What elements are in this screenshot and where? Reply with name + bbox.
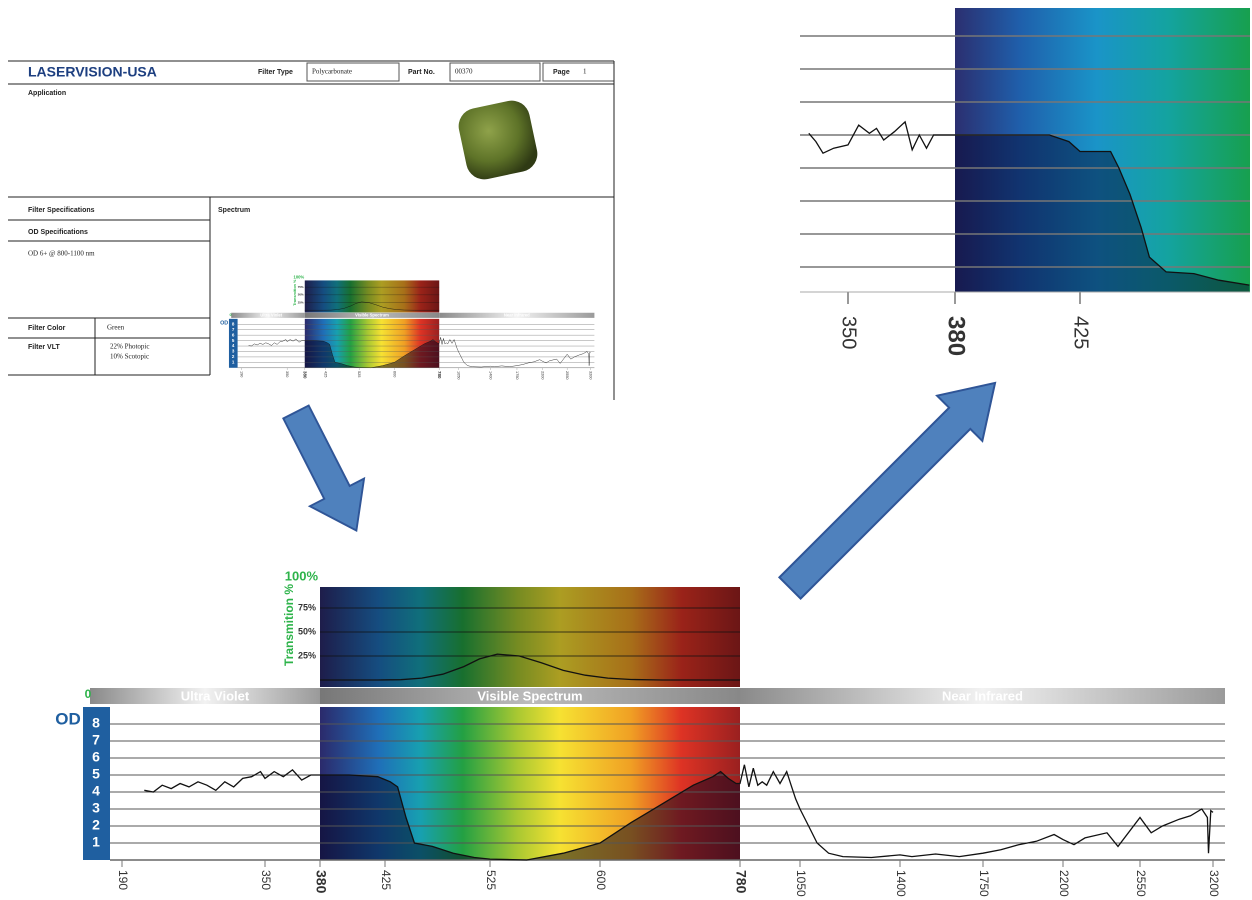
x-tick-label: 1050: [456, 371, 460, 380]
x-tick-label: 2550: [565, 371, 569, 380]
y-tick-label: 0: [229, 313, 231, 317]
spectrum-thumbnail: Ultra Violet Visible Spectrum Near Infrare…: [220, 274, 594, 379]
y-tick-label: 100%: [294, 274, 305, 279]
x-tick-label: 1750: [977, 870, 991, 897]
label: Application: [28, 90, 66, 97]
x-tick-label: 1050: [794, 870, 808, 897]
y-tick-label: 50%: [298, 626, 316, 636]
region-label: Visible Spectrum: [355, 313, 389, 318]
label: OD Specifications: [28, 229, 88, 236]
x-tick-label: 1750: [515, 371, 519, 380]
arrow: [767, 360, 1017, 610]
y-tick-label: 6: [92, 749, 100, 765]
value: OD 6+ @ 800-1100 nm: [28, 250, 95, 258]
y-tick-label: 7: [92, 732, 100, 748]
spec-sheet: LASERVISION-USA Filter Type Polycarbonat…: [8, 61, 614, 400]
x-tick-label: 380: [943, 316, 970, 356]
x-tick-label: 425: [379, 870, 393, 890]
label: Filter Type: [258, 69, 293, 76]
y-tick-label: 0: [85, 687, 92, 701]
y-axis-title: Transmition %: [293, 279, 297, 306]
region-label: Visible Spectrum: [477, 688, 582, 703]
x-tick-label: 2200: [1057, 870, 1071, 897]
y-tick-label: 5: [92, 766, 100, 782]
x-tick-label: 350: [259, 870, 273, 890]
y-tick-label: 75%: [298, 285, 304, 289]
y-tick-label: 100%: [285, 568, 319, 583]
value: 00370: [455, 68, 473, 76]
x-tick-label: 1400: [488, 371, 492, 380]
y-tick-label: 75%: [298, 602, 316, 612]
x-tick-label: 600: [594, 870, 608, 890]
y-axis-title: OD: [220, 320, 228, 326]
y-tick-label: 2: [92, 817, 100, 833]
region-label: Near Infrared: [504, 313, 530, 318]
transmission-shade: [320, 587, 740, 687]
x-tick-label: 380: [303, 371, 308, 379]
label: Filter Specifications: [28, 207, 95, 214]
value: 10% Scotopic: [110, 353, 149, 361]
label: Filter Color: [28, 325, 66, 332]
x-tick-label: 600: [392, 371, 396, 377]
spectrum-chart: Ultra Violet Visible Spectrum Near Infrare…: [55, 568, 1225, 897]
x-tick-label: 1400: [894, 870, 908, 897]
x-tick-label: 425: [1070, 316, 1092, 349]
x-tick-label: 525: [357, 371, 361, 377]
y-tick-label: 25%: [298, 300, 304, 304]
product-image: [455, 97, 540, 182]
x-tick-label: 2550: [1134, 870, 1148, 897]
brand: LASERVISION-USA: [28, 64, 157, 80]
y-tick-label: 1: [92, 834, 100, 850]
y-axis-title: OD: [55, 709, 81, 728]
x-tick-label: 780: [437, 371, 442, 379]
x-tick-label: 350: [285, 371, 289, 377]
label: Filter VLT: [28, 344, 60, 351]
value: 1: [583, 68, 587, 76]
x-tick-label: 190: [116, 870, 130, 890]
x-tick-label: 425: [324, 371, 328, 377]
label: Part No.: [408, 69, 435, 76]
y-tick-label: 3: [92, 800, 100, 816]
label: Spectrum: [218, 207, 250, 214]
region-label: Near Infrared: [942, 688, 1023, 703]
x-tick-label: 3200: [1207, 870, 1221, 897]
arrow: [269, 398, 384, 544]
value: Green: [107, 324, 125, 332]
x-tick-label: 380: [313, 870, 329, 894]
label: Page: [553, 69, 570, 76]
x-tick-label: 780: [733, 870, 749, 894]
transmission-shade: [305, 280, 439, 312]
region-label: Ultra Violet: [260, 313, 282, 318]
region-label: Ultra Violet: [181, 688, 250, 703]
x-tick-label: 350: [838, 316, 860, 349]
x-tick-label: 2200: [541, 371, 545, 380]
value: Polycarbonate: [312, 68, 352, 76]
x-tick-label: 190: [239, 371, 243, 377]
x-tick-label: 525: [484, 870, 498, 890]
y-tick-label: 25%: [298, 650, 316, 660]
y-tick-label: 8: [92, 715, 100, 731]
x-tick-label: 3200: [589, 371, 593, 380]
y-tick-label: 4: [92, 783, 100, 799]
value: 22% Photopic: [110, 343, 149, 351]
zoom-chart: 350 380 425: [800, 8, 1250, 356]
page: LASERVISION-USA Filter Type Polycarbonat…: [0, 0, 1252, 900]
y-tick-label: 50%: [298, 293, 304, 297]
y-axis-title: Transmition %: [282, 584, 296, 666]
